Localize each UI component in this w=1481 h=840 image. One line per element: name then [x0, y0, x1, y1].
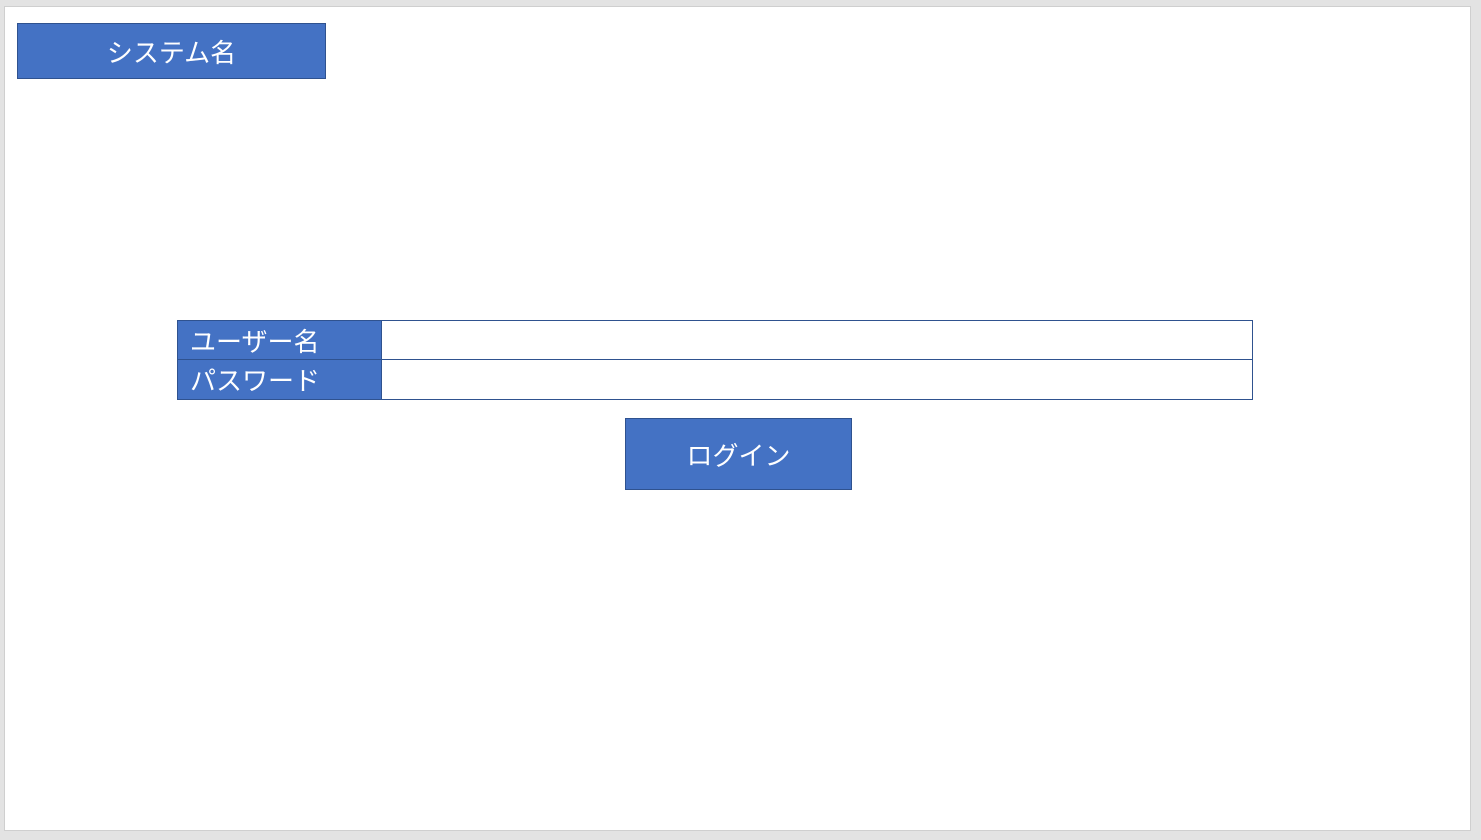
username-cell: [382, 321, 1252, 360]
password-input[interactable]: [382, 360, 1252, 399]
username-label: ユーザー名: [178, 321, 382, 360]
system-name-banner: システム名: [17, 23, 326, 79]
password-cell: [382, 360, 1252, 399]
login-button[interactable]: ログイン: [625, 418, 852, 490]
login-screen: システム名 ユーザー名 パスワード ログイン: [4, 6, 1471, 831]
password-label: パスワード: [178, 360, 382, 399]
login-form-table: ユーザー名 パスワード: [177, 320, 1253, 400]
username-input[interactable]: [382, 321, 1252, 359]
